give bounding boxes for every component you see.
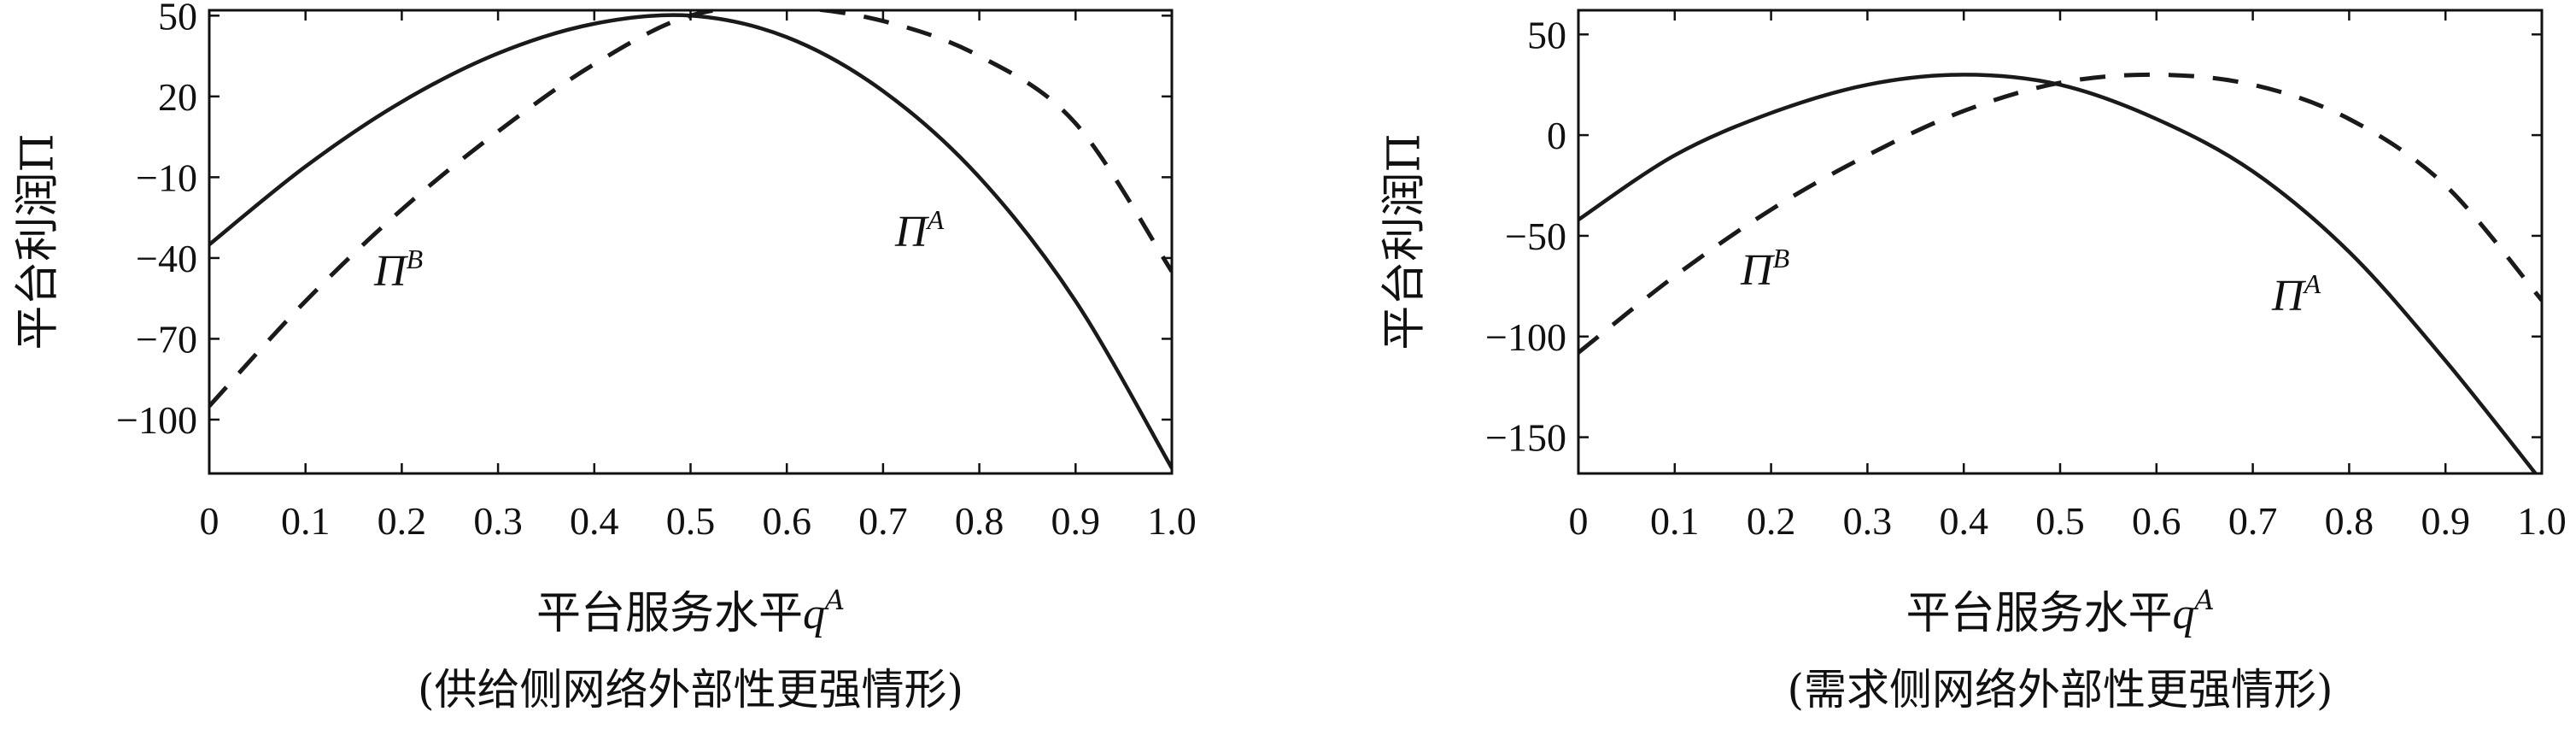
x-tick-label: 0.2: [1747, 499, 1796, 543]
data-point-b-8: [977, 54, 982, 59]
x-tick-label: 0.7: [2228, 499, 2278, 543]
x-tick-label: 0: [1569, 499, 1589, 543]
y-tick-label: 50: [1527, 13, 1566, 56]
data-point-b-6: [2154, 72, 2159, 77]
y-tick-label: −150: [1485, 416, 1566, 460]
x-axis-title: 平台服务水平qA: [536, 584, 845, 639]
y-tick-label: −40: [136, 237, 197, 280]
y-tick-label: 20: [158, 75, 197, 119]
x-axis-title: 平台服务水平qA: [1906, 584, 2214, 639]
x-tick-label: 0.1: [1650, 499, 1700, 543]
y-axis-title: 平台利润Π: [13, 133, 64, 350]
x-tick-label: 1.0: [2517, 499, 2567, 543]
x-tick-label: 0.9: [2421, 499, 2470, 543]
y-tick-label: 0: [1547, 114, 1566, 157]
data-point-b-4: [592, 62, 597, 67]
chart-panel-2: 0 0.1 0.2 0.3 0.4 0.5 0.6 0.7 0.8 0.9 1.0 50 0 −50 −10…: [1379, 9, 2567, 714]
data-point-b-7: [2251, 82, 2256, 87]
x-tick-label: 0.1: [281, 499, 331, 543]
x-tick-label: 0.5: [2035, 499, 2085, 543]
y-tick-label: −10: [136, 156, 197, 199]
series-line-b: [1578, 72, 2542, 355]
x-tick-label: 0.3: [1843, 499, 1893, 543]
x-tick-label: 0.9: [1051, 499, 1101, 543]
chart-caption: (供给侧网络外部性更强情形): [418, 665, 963, 714]
y-tick-label: −70: [136, 317, 197, 361]
curve-label-b: ΠB: [1740, 243, 1789, 295]
curve-label-a: ΠA: [894, 204, 945, 256]
x-tick-label: 0.6: [2132, 499, 2181, 543]
y-tick-label: −50: [1505, 215, 1566, 258]
y-tick-label: −100: [1485, 315, 1566, 359]
chart-caption: (需求侧网络外部性更强情形): [1787, 665, 2333, 714]
data-point-b-9: [2443, 183, 2448, 188]
y-axis-title: 平台利润Π: [1379, 133, 1431, 350]
x-tick-label: 0.2: [378, 499, 427, 543]
data-point-b-3: [1865, 153, 1870, 158]
x-tick-label: 0: [200, 499, 220, 543]
x-tick-label: 0.3: [473, 499, 523, 543]
x-tick-label: 0.7: [858, 499, 908, 543]
chart-panel-1: 0 0.1 0.2 0.3 0.4 0.5 0.6 0.7 0.8 0.9 1.0 50 20 −10 −4…: [13, 0, 1197, 714]
series-line-a: [209, 13, 1172, 469]
curve-label-b: ΠB: [373, 244, 423, 296]
x-tick-label: 1.0: [1147, 499, 1197, 543]
x-tick-label: 0.8: [955, 499, 1004, 543]
x-tick-label: 0.4: [570, 499, 619, 543]
curve-label-a: ΠA: [2271, 268, 2321, 320]
series-line-b: [209, 10, 1172, 408]
y-tick-label: 50: [158, 0, 197, 38]
x-tick-label: 0.4: [1939, 499, 1988, 543]
y-tick-label: −100: [116, 398, 197, 442]
data-point-b-1: [1672, 273, 1677, 279]
plot-frame: [208, 9, 1174, 475]
x-tick-label: 0.5: [666, 499, 716, 543]
x-tick-label: 0.8: [2325, 499, 2374, 543]
data-point-a-10: [2539, 479, 2544, 484]
x-tick-label: 0.6: [762, 499, 811, 543]
series-line-a: [1578, 73, 2538, 473]
